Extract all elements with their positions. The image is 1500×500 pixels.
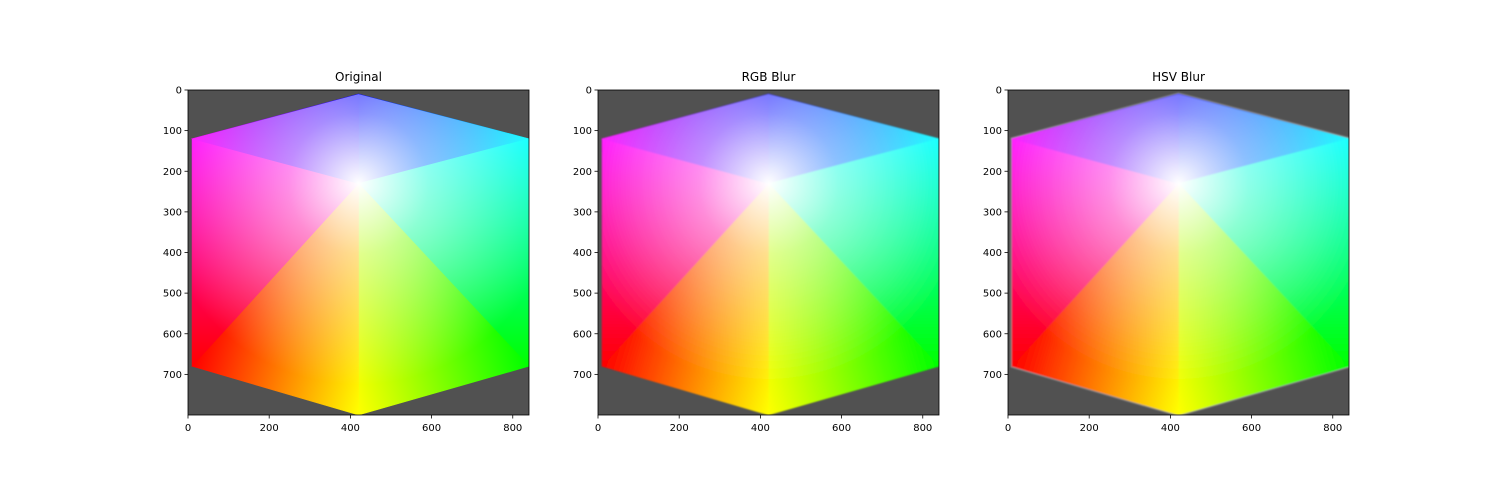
x-tick-label: 600 [1242, 423, 1261, 434]
y-tick-label: 0 [996, 86, 1002, 97]
color-cube-image [1010, 92, 1349, 415]
white-center-glow [192, 94, 529, 415]
panel-title: HSV Blur [1152, 70, 1205, 84]
y-tick-label: 600 [983, 329, 1002, 340]
panel-2: RGB Blur 0 200 400 600 800 0 100 200 300 400 500 600… [573, 70, 940, 434]
x-tick-label: 800 [1323, 423, 1342, 434]
y-tick-label: 700 [983, 370, 1002, 381]
y-tick-label: 400 [573, 248, 592, 259]
x-tick-label: 800 [503, 423, 522, 434]
y-tick-label: 100 [983, 126, 1002, 137]
y-tick-label: 700 [163, 370, 182, 381]
y-tick-label: 0 [586, 86, 592, 97]
y-tick-label: 100 [573, 126, 592, 137]
panels: Original 0 200 400 600 800 0 100 200 300 400 500 600… [163, 70, 1350, 434]
y-tick-label: 400 [983, 248, 1002, 259]
x-tick-label: 800 [913, 423, 932, 434]
x-tick-label: 0 [595, 423, 601, 434]
panel-3: HSV Blur 0 200 400 600 800 0 100 200 300 400 500 600… [983, 70, 1350, 434]
x-tick-label: 200 [670, 423, 689, 434]
x-tick-label: 600 [422, 423, 441, 434]
y-tick-label: 100 [163, 126, 182, 137]
panel-title: Original [335, 70, 382, 84]
y-tick-label: 300 [163, 207, 182, 218]
white-center-glow [1012, 94, 1349, 415]
x-tick-label: 400 [341, 423, 360, 434]
color-cube-image [600, 93, 939, 415]
y-tick-label: 200 [163, 167, 182, 178]
y-tick-label: 0 [176, 86, 182, 97]
x-tick-label: 400 [1161, 423, 1180, 434]
y-tick-label: 600 [163, 329, 182, 340]
y-tick-label: 500 [163, 289, 182, 300]
y-tick-label: 300 [573, 207, 592, 218]
y-tick-label: 700 [573, 370, 592, 381]
x-tick-label: 600 [832, 423, 851, 434]
x-tick-label: 0 [1005, 423, 1011, 434]
x-tick-label: 200 [260, 423, 279, 434]
x-tick-label: 200 [1080, 423, 1099, 434]
white-center-glow [602, 94, 939, 415]
y-tick-label: 500 [983, 289, 1002, 300]
y-tick-label: 400 [163, 248, 182, 259]
x-tick-label: 400 [751, 423, 770, 434]
panel-title: RGB Blur [742, 70, 796, 84]
y-tick-label: 300 [983, 207, 1002, 218]
y-tick-label: 600 [573, 329, 592, 340]
y-tick-label: 500 [573, 289, 592, 300]
y-tick-label: 200 [573, 167, 592, 178]
panel-1: Original 0 200 400 600 800 0 100 200 300 400 500 600… [163, 70, 530, 434]
y-tick-label: 200 [983, 167, 1002, 178]
x-tick-label: 0 [185, 423, 191, 434]
color-cube-image [190, 93, 529, 415]
